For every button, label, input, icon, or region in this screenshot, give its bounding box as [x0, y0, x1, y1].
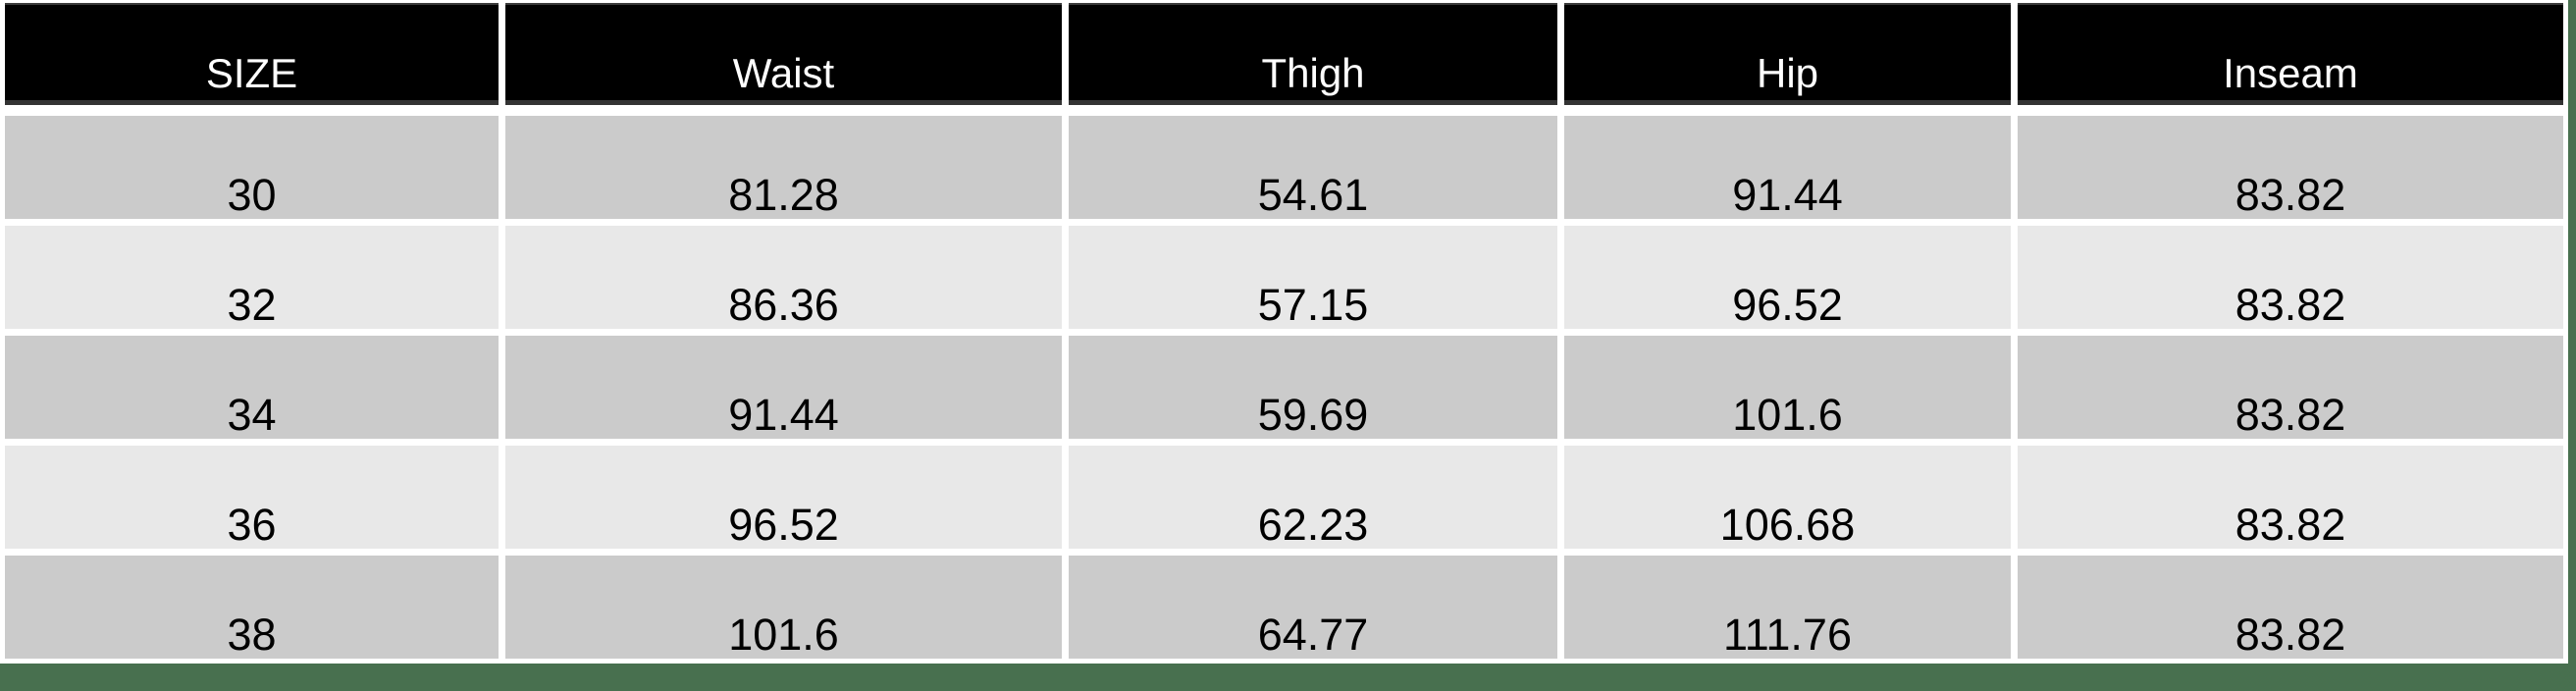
table-cell: 83.82: [2018, 336, 2563, 439]
table-row: 36 96.52 62.23 106.68 83.82: [5, 446, 2563, 549]
table-cell: 57.15: [1069, 226, 1557, 329]
table-cell: 59.69: [1069, 336, 1557, 439]
table-cell: 83.82: [2018, 556, 2563, 659]
table-body: 30 81.28 54.61 91.44 83.82 32 86.36 57.15 96.52 8…: [5, 116, 2563, 659]
table-cell: 83.82: [2018, 226, 2563, 329]
table-cell: 86.36: [505, 226, 1062, 329]
header-cell: Thigh: [1069, 3, 1557, 105]
table-cell: 96.52: [1564, 226, 2011, 329]
table-cell: 34: [5, 336, 499, 439]
table-cell: 111.76: [1564, 556, 2011, 659]
table-row: 32 86.36 57.15 96.52 83.82: [5, 226, 2563, 329]
table-header-row: SIZE Waist Thigh Hip Inseam: [5, 3, 2563, 105]
table-cell: 62.23: [1069, 446, 1557, 549]
table-cell: 54.61: [1069, 116, 1557, 219]
table-row: 30 81.28 54.61 91.44 83.82: [5, 116, 2563, 219]
table-cell: 106.68: [1564, 446, 2011, 549]
header-cell: Hip: [1564, 3, 2011, 105]
table-cell: 101.6: [505, 556, 1062, 659]
table-cell: 101.6: [1564, 336, 2011, 439]
header-cell: Inseam: [2018, 3, 2563, 105]
table-cell: 91.44: [505, 336, 1062, 439]
table-cell: 32: [5, 226, 499, 329]
table-cell: 83.82: [2018, 446, 2563, 549]
header-cell: SIZE: [5, 3, 499, 105]
table-row: 34 91.44 59.69 101.6 83.82: [5, 336, 2563, 439]
table-cell: 91.44: [1564, 116, 2011, 219]
header-cell: Waist: [505, 3, 1062, 105]
size-chart-table: SIZE Waist Thigh Hip Inseam 30 81.28 54.61 91.4…: [5, 3, 2563, 659]
table-cell: 38: [5, 556, 499, 659]
table-cell: 81.28: [505, 116, 1062, 219]
table-cell: 83.82: [2018, 116, 2563, 219]
table-cell: 64.77: [1069, 556, 1557, 659]
table-cell: 36: [5, 446, 499, 549]
table-row: 38 101.6 64.77 111.76 83.82: [5, 556, 2563, 659]
size-chart-panel: SIZE Waist Thigh Hip Inseam 30 81.28 54.61 91.4…: [0, 0, 2568, 664]
table-cell: 30: [5, 116, 499, 219]
table-cell: 96.52: [505, 446, 1062, 549]
